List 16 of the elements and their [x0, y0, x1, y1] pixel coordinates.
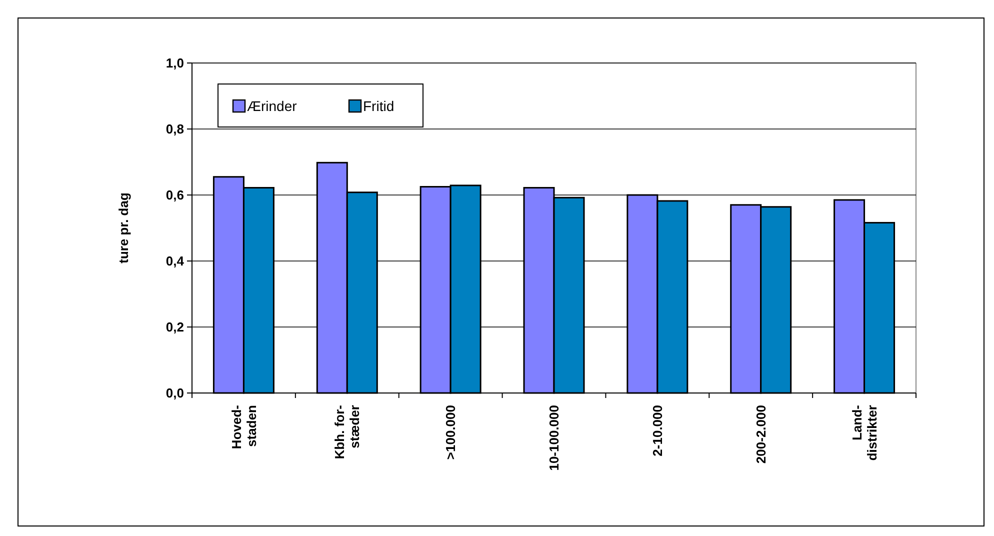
- x-tick-label: >100.000: [443, 405, 458, 460]
- y-tick-label: 1,0: [166, 56, 184, 71]
- y-tick-label: 0,6: [166, 188, 184, 203]
- y-tick-label: 0,8: [166, 122, 184, 137]
- legend-label: Ærinder: [247, 98, 298, 114]
- y-axis-title: ture pr. dag: [116, 192, 131, 264]
- x-tick-label: Hoved- staden: [228, 404, 259, 450]
- y-tick-label: 0,0: [166, 386, 184, 401]
- x-tick-label: 2-10.000: [650, 405, 665, 456]
- legend-label: Fritid: [363, 98, 394, 114]
- x-tick-label: Land- distrikter: [849, 405, 880, 461]
- y-tick-label: 0,2: [166, 320, 184, 335]
- y-tick-label: 0,4: [166, 254, 185, 269]
- x-tick-label: 10-100.000: [546, 405, 562, 471]
- x-tick-label: 200-2.000: [753, 405, 768, 464]
- x-tick-label: Kbh. for- stæder: [332, 405, 362, 460]
